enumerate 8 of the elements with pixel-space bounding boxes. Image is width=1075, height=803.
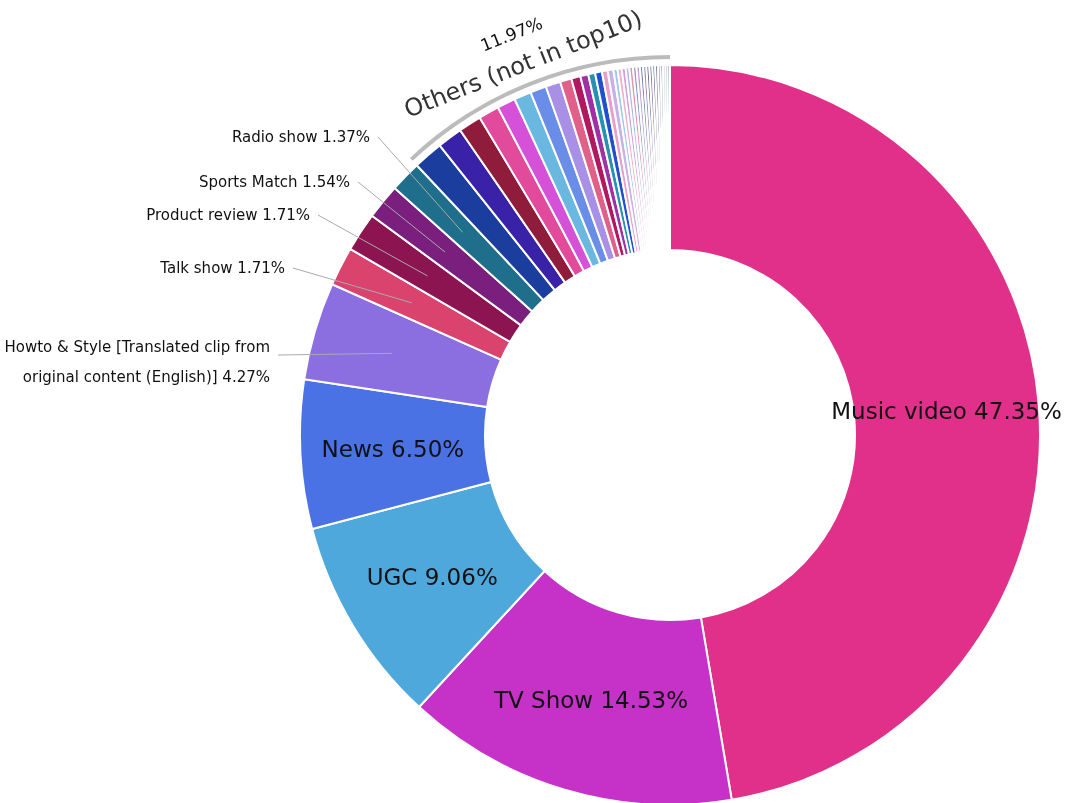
slice-label: TV Show 14.53% (492, 687, 689, 714)
slice-label: Sports Match 1.54% (198, 173, 350, 191)
slice-label: News 6.50% (321, 435, 465, 462)
slice-label: Product review 1.71% (146, 206, 310, 224)
slice-label: Talk show 1.71% (159, 259, 285, 277)
slice-label: UGC 9.06% (366, 564, 498, 590)
slice-label: Howto & Style [Translated clip from original content (English)] 4.27% (4, 338, 270, 386)
slice-label: Radio show 1.37% (231, 128, 370, 146)
